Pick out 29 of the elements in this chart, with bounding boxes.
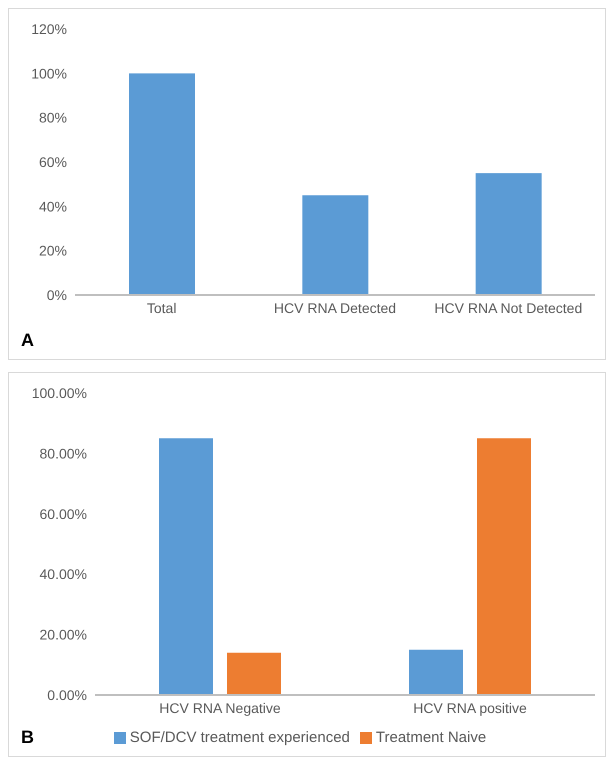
y-tick-label: 80.00%: [40, 445, 87, 462]
bar: [476, 173, 542, 295]
bar: [227, 652, 281, 695]
bar: [477, 438, 531, 695]
y-tick-label: 40%: [38, 198, 67, 214]
bar: [409, 650, 463, 695]
legend-label: SOF/DCV treatment experienced: [130, 729, 350, 746]
y-tick-label: 120%: [31, 20, 67, 37]
y-tick-label: 0.00%: [47, 686, 87, 703]
x-tick-label: Total: [146, 300, 176, 316]
x-tick-label: HCV RNA positive: [413, 700, 528, 716]
y-tick-label: 20%: [38, 242, 67, 259]
legend-label: Treatment Naive: [376, 729, 486, 746]
y-tick-label: 100%: [31, 65, 67, 82]
y-tick-label: 20.00%: [40, 626, 87, 643]
y-tick-label: 80%: [38, 110, 67, 126]
y-tick-label: 60.00%: [40, 506, 87, 522]
bar: [129, 73, 195, 295]
y-tick-label: 60%: [38, 154, 67, 170]
y-tick-label: 0%: [46, 286, 67, 303]
x-tick-label: HCV RNA Negative: [159, 700, 281, 716]
text: B: [21, 727, 34, 748]
x-tick-label: HCV RNA Not Detected: [434, 300, 582, 316]
x-tick-label: HCV RNA Detected: [274, 300, 396, 316]
y-tick-label: 100.00%: [32, 384, 87, 401]
text: A: [21, 330, 34, 351]
bar: [159, 438, 213, 695]
bar: [302, 195, 368, 295]
y-tick-label: 40.00%: [40, 566, 87, 582]
